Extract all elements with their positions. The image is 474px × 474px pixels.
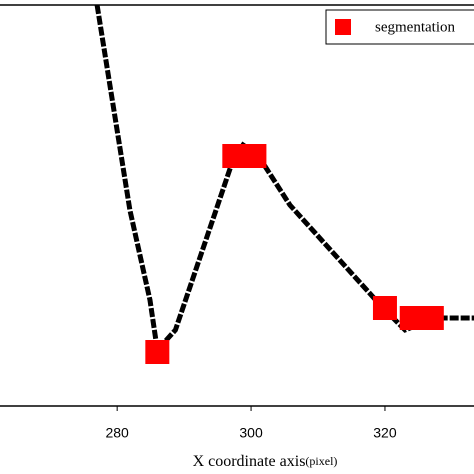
legend-label: segmentation xyxy=(375,19,455,35)
x-axis-label-text: X coordinate axis xyxy=(193,453,306,470)
segmentation-point xyxy=(242,144,267,168)
segmentation-point xyxy=(419,306,444,330)
x-tick-label: 300 xyxy=(239,425,263,441)
segmentation-point xyxy=(372,296,397,320)
segmentation-point xyxy=(399,306,424,330)
legend-box xyxy=(325,9,474,45)
plot-frame xyxy=(0,4,474,407)
data-line xyxy=(94,4,474,356)
x-axis-label: X coordinate axis(pixel) xyxy=(193,453,338,470)
x-axis-label-unit: (pixel) xyxy=(305,454,337,468)
x-tick-label: 320 xyxy=(373,425,397,441)
segmentation-point xyxy=(222,144,247,168)
legend-marker xyxy=(335,19,351,35)
x-tick-label: 280 xyxy=(105,425,129,441)
segmentation-point xyxy=(145,340,170,364)
